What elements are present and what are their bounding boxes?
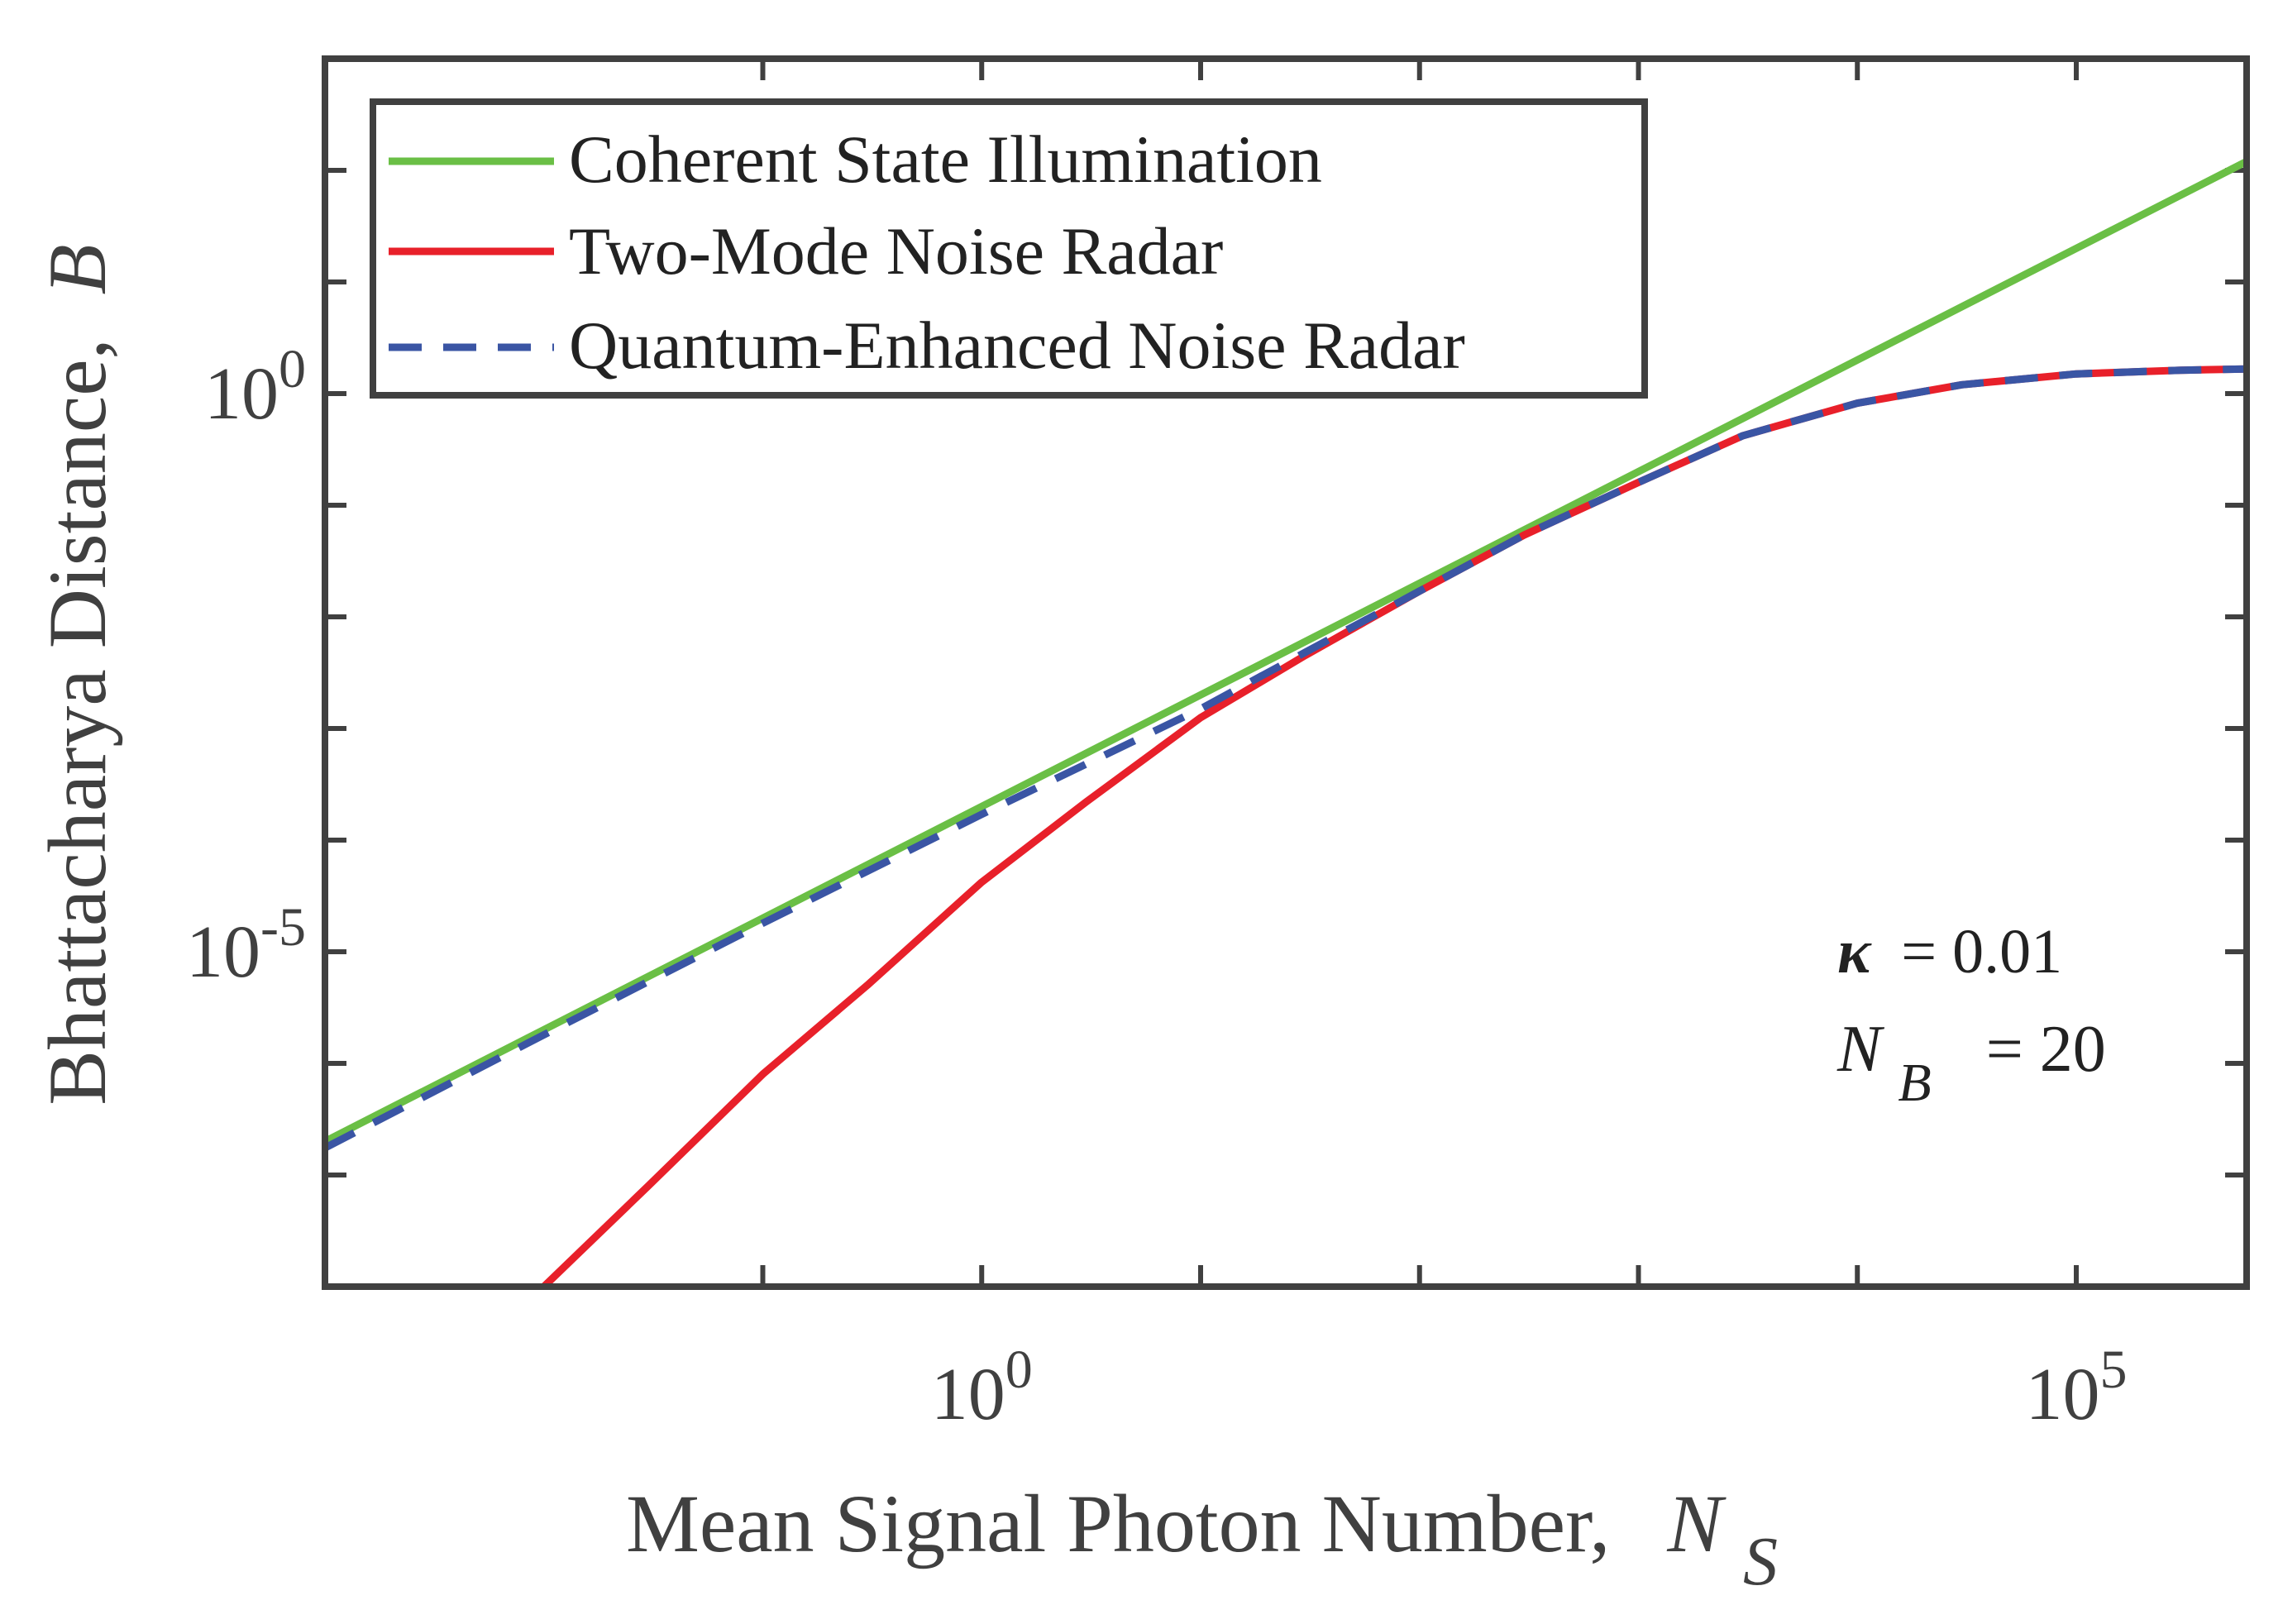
y-tick-label: 10-5 xyxy=(186,897,306,993)
tick-label-layer: 100 105 10-5 100 xyxy=(186,339,2127,1435)
series-layer xyxy=(325,158,2247,1287)
y-axis-label-text: Bhattacharya Distance, xyxy=(31,338,123,1105)
kappa-value: = 0.01 xyxy=(1901,917,2062,986)
nb-annotation: N B = 20 xyxy=(1836,1013,2106,1115)
kappa-annotation: κ = 0.01 xyxy=(1837,917,2062,986)
x-axis-label-subscript: S xyxy=(1743,1523,1778,1600)
x-tick-label: 100 xyxy=(931,1340,1033,1435)
x-axis-label-text: Mean Signal Photon Number, xyxy=(626,1478,1610,1569)
nb-value: = 20 xyxy=(1986,1013,2106,1086)
legend-label-coherent: Coherent State Illumination xyxy=(569,122,1322,197)
legend-label-two-mode: Two-Mode Noise Radar xyxy=(569,213,1223,289)
x-axis-label: Mean Signal Photon Number, N S xyxy=(626,1478,1778,1600)
kappa-symbol: κ xyxy=(1837,917,1872,986)
plot-frame xyxy=(322,55,2250,1290)
x-tick-label: 105 xyxy=(2025,1340,2127,1435)
parameter-annotations: κ = 0.01 N B = 20 xyxy=(1836,917,2106,1115)
nb-symbol: N xyxy=(1836,1013,1885,1086)
y-axis-label-symbol: B xyxy=(31,244,123,294)
legend-box xyxy=(370,98,1648,399)
series-quantum-enhanced-noise-radar xyxy=(325,365,2247,1152)
y-axis-label: Bhattacharya Distance, B xyxy=(31,244,123,1105)
x-axis-label-symbol: N xyxy=(1666,1478,1727,1569)
series-two-mode-noise-radar xyxy=(541,365,2247,1287)
series-coherent-state xyxy=(325,158,2247,1145)
y-tick-label: 100 xyxy=(204,339,306,435)
tick-layer xyxy=(325,59,2247,1287)
legend-label-quantum-enhanced: Quantum-Enhanced Noise Radar xyxy=(569,308,1465,383)
legend: Coherent State Illumination Two-Mode Noi… xyxy=(370,98,1648,399)
nb-subscript: B xyxy=(1898,1053,1931,1113)
